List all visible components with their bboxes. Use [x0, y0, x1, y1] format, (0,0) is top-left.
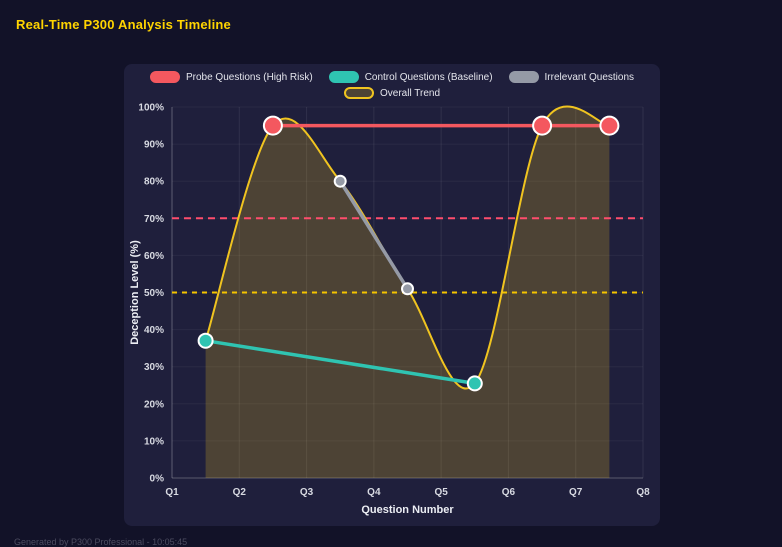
data-point[interactable]	[262, 115, 283, 136]
footer-note: Generated by P300 Professional - 10:05:4…	[14, 537, 188, 547]
y-tick-label: 90%	[144, 140, 164, 151]
y-tick-label: 60%	[144, 251, 164, 262]
legend-item[interactable]: Irrelevant Questions	[508, 71, 635, 83]
x-tick-label: Q6	[502, 487, 516, 498]
y-tick-label: 100%	[138, 103, 164, 114]
chart-panel: Probe Questions (High Risk) Control Quest…	[124, 64, 660, 526]
legend-label: Irrelevant Questions	[544, 71, 635, 83]
legend-row: Probe Questions (High Risk) Control Quest…	[124, 71, 660, 83]
series-line	[338, 179, 410, 291]
series-line	[203, 338, 477, 386]
y-tick-label: 40%	[144, 325, 164, 336]
y-tick-label: 0%	[150, 474, 165, 485]
y-axis-title: Deception Level (%)	[129, 240, 141, 345]
data-point[interactable]	[532, 115, 553, 136]
data-point[interactable]	[401, 282, 414, 296]
y-tick-label: 10%	[144, 436, 164, 447]
x-tick-label: Q7	[569, 487, 583, 498]
x-tick-label: Q5	[434, 487, 448, 498]
legend-label: Control Questions (Baseline)	[364, 71, 493, 83]
legend-row: Overall Trend	[124, 87, 660, 99]
x-tick-label: Q2	[233, 487, 247, 498]
legend-marker	[328, 71, 359, 83]
chart-legend: Probe Questions (High Risk) Control Quest…	[124, 71, 660, 99]
legend-item[interactable]: Control Questions (Baseline)	[328, 71, 493, 83]
chart-svg[interactable]: 0% 10% 20% 30% 40% 50% 60% 70% 80% 90% 100% Q1 Q2 Q3 Q…	[124, 64, 660, 526]
x-tick-label: Q4	[367, 487, 381, 498]
y-tick-label: 20%	[144, 399, 164, 410]
x-axis-title: Question Number	[361, 504, 454, 516]
y-tick-label: 80%	[144, 177, 164, 188]
data-point[interactable]	[197, 332, 214, 349]
legend-item[interactable]: Probe Questions (High Risk)	[149, 71, 313, 83]
x-tick-label: Q1	[165, 487, 179, 498]
y-tick-label: 70%	[144, 214, 164, 225]
data-point[interactable]	[599, 115, 620, 136]
legend-marker	[149, 71, 180, 83]
page-title: Real-Time P300 Analysis Timeline	[16, 17, 231, 32]
data-point[interactable]	[333, 174, 347, 188]
legend-marker	[508, 71, 539, 83]
legend-marker	[343, 87, 374, 99]
y-tick-label: 30%	[144, 362, 164, 373]
legend-label: Overall Trend	[379, 87, 441, 99]
x-tick-label: Q3	[300, 487, 314, 498]
x-tick-label: Q8	[636, 487, 650, 498]
legend-item[interactable]: Overall Trend	[343, 87, 441, 99]
y-tick-label: 50%	[144, 288, 164, 299]
legend-label: Probe Questions (High Risk)	[185, 71, 313, 83]
data-point[interactable]	[466, 375, 483, 392]
